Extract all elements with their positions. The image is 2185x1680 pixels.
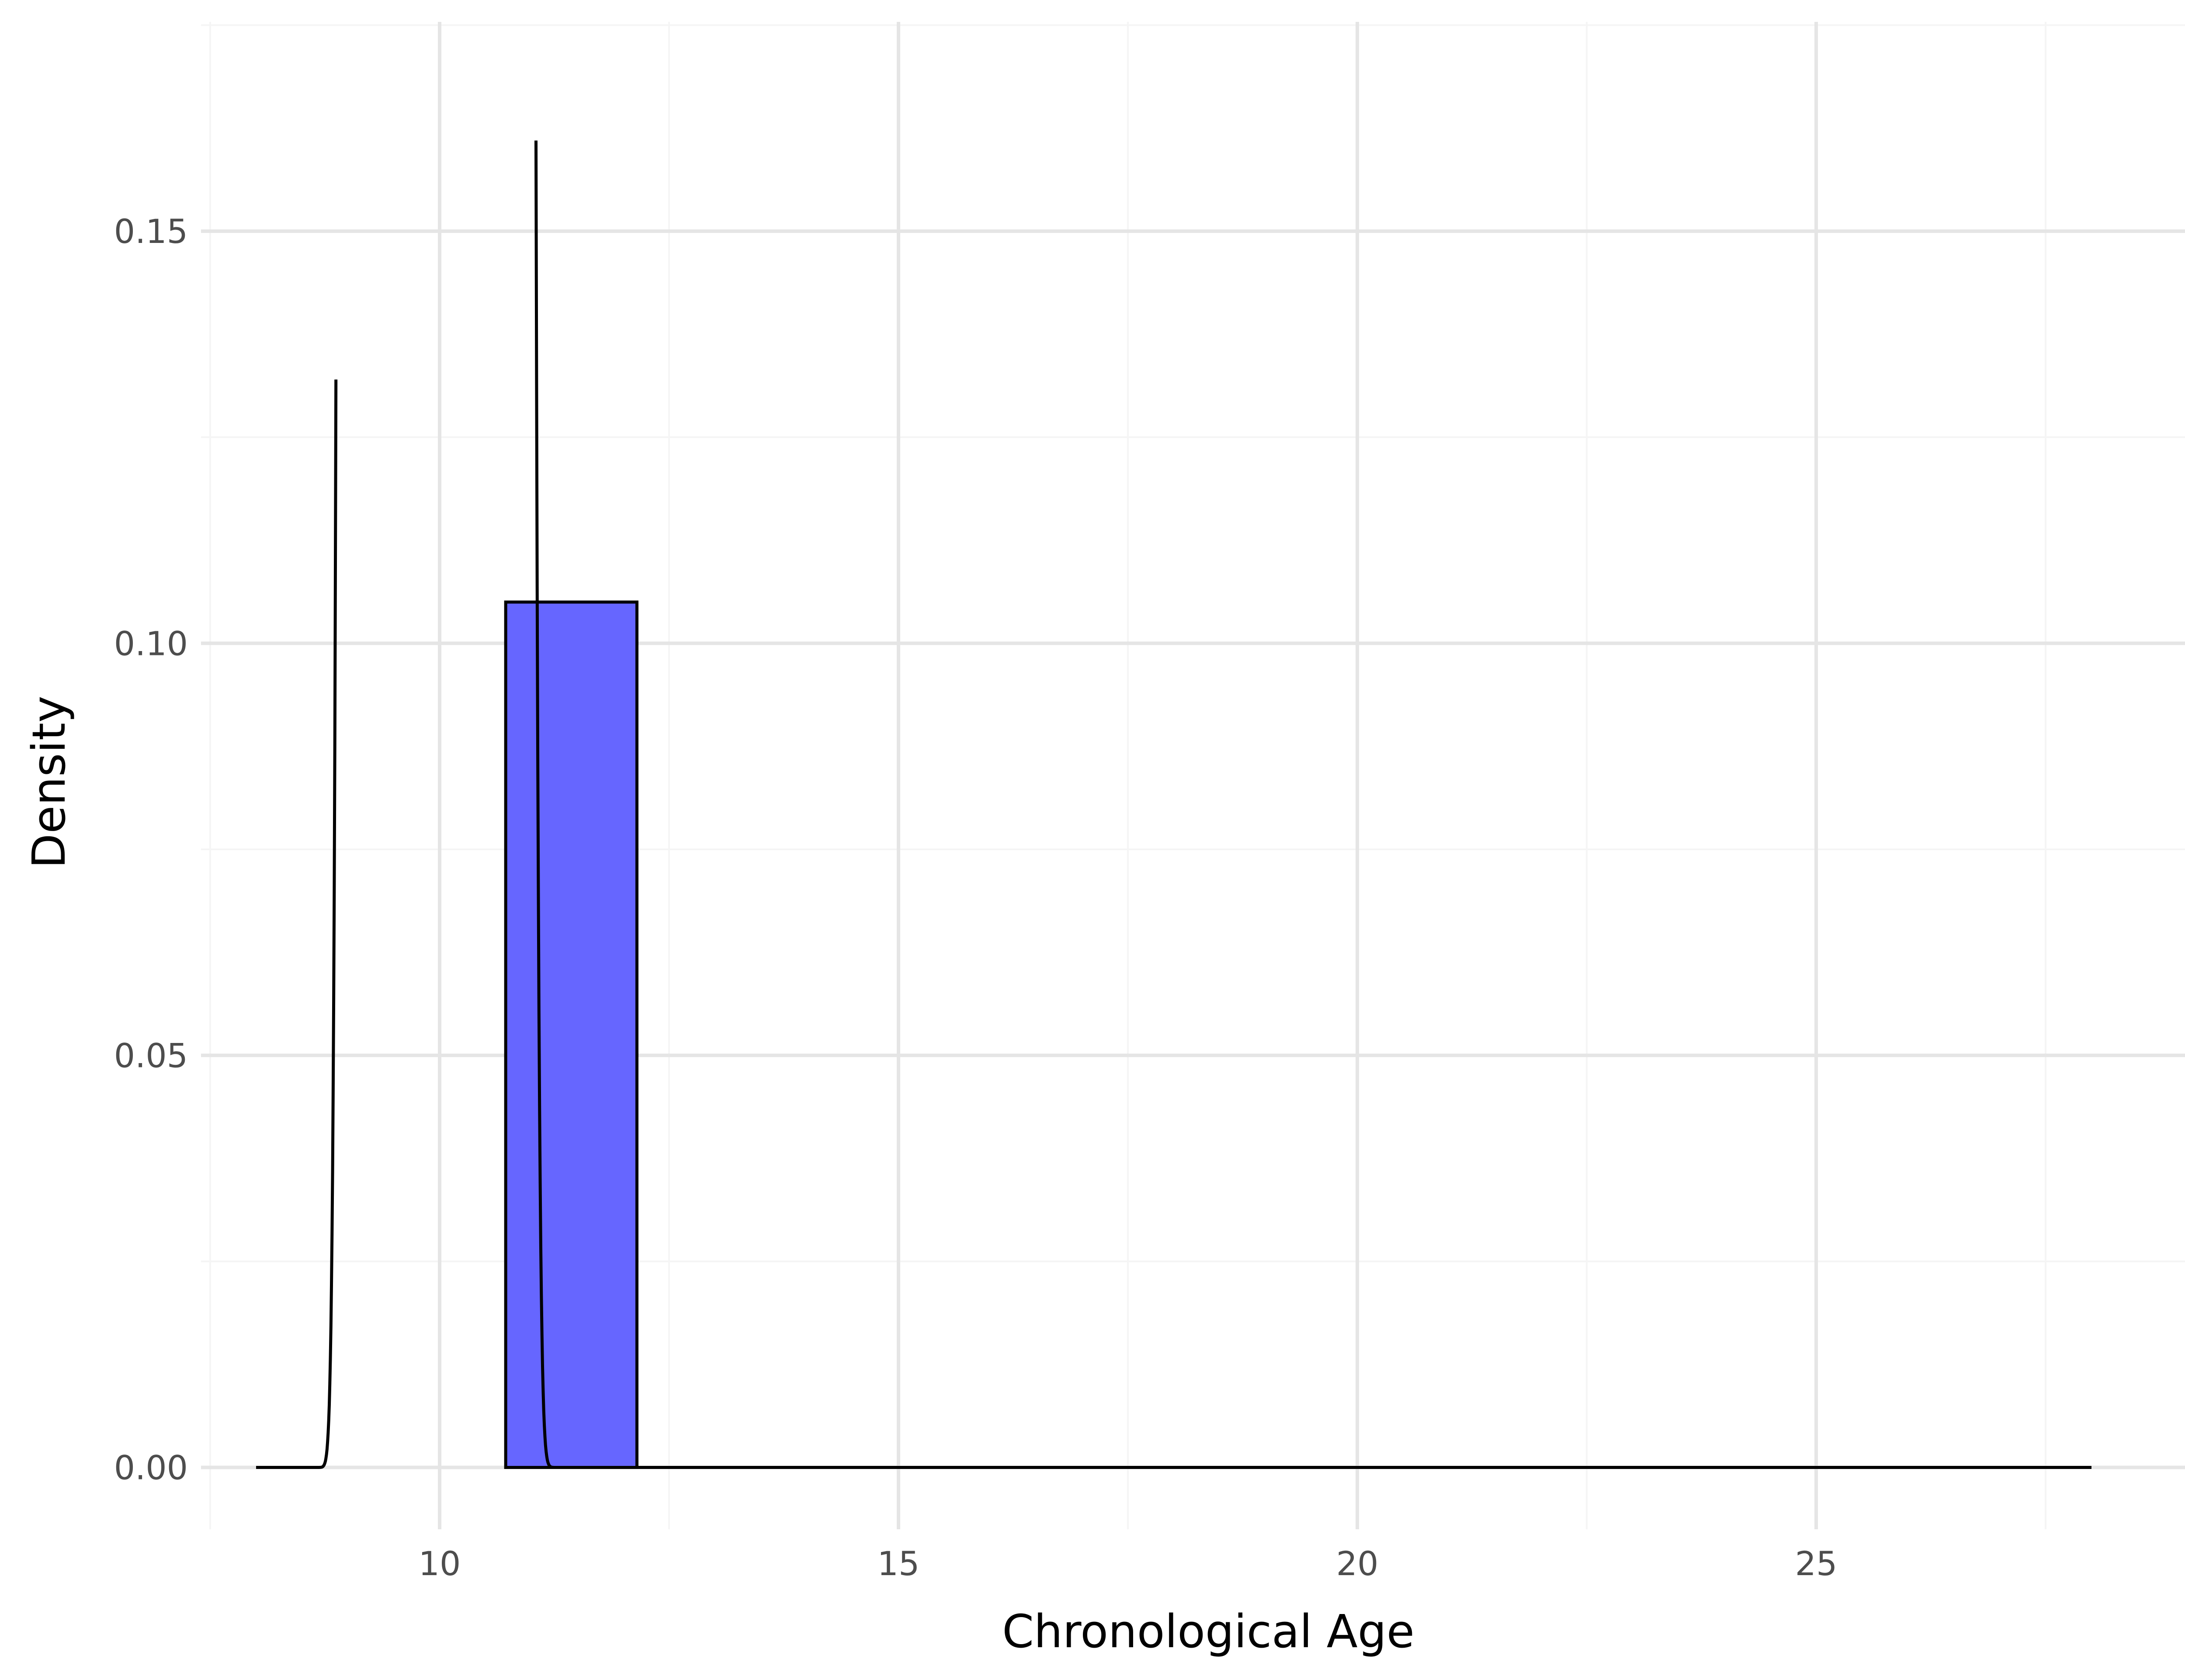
density-curve-left-spike — [256, 379, 338, 1469]
grid-layer — [201, 22, 2185, 1529]
bar-layer — [504, 600, 638, 1469]
histogram-bar — [504, 600, 638, 1469]
tick-label-layer: 10 15 20 25 0.00 0.05 0.10 0.15 — [114, 212, 1838, 1583]
density-curve-right-spike — [534, 140, 2091, 1469]
x-tick-label: 15 — [877, 1544, 920, 1583]
y-axis-title: Density — [22, 696, 76, 868]
y-tick-label: 0.10 — [114, 624, 188, 663]
y-tick-label: 0.15 — [114, 212, 188, 251]
y-tick-label: 0.00 — [114, 1448, 188, 1487]
x-tick-label: 20 — [1336, 1544, 1379, 1583]
x-tick-label: 25 — [1795, 1544, 1838, 1583]
density-curve-layer — [256, 140, 2091, 1469]
x-axis-title: Chronological Age — [1002, 1605, 1415, 1658]
x-tick-label: 10 — [419, 1544, 461, 1583]
y-tick-label: 0.05 — [114, 1036, 188, 1075]
